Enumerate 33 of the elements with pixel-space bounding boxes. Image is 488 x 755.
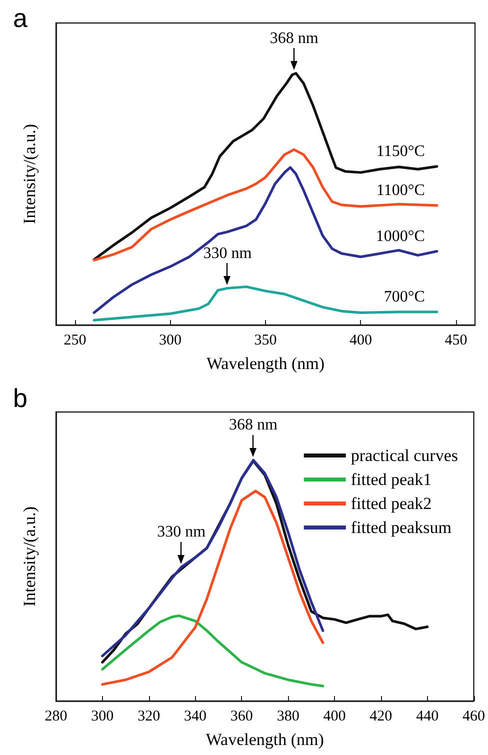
series-label: 1000°C: [376, 228, 425, 245]
annotation: 330 nm: [203, 244, 252, 262]
series-label: 700°C: [384, 288, 425, 306]
x-tick-label: 450: [444, 332, 468, 348]
x-tick-label: 360: [230, 708, 253, 724]
x-tick-label: 300: [91, 708, 114, 724]
legend-label: fitted peaksum: [350, 518, 452, 537]
x-axis-title: Wavelength (nm): [206, 730, 324, 749]
x-tick-label: 420: [370, 708, 392, 724]
x-tick-label: 400: [349, 332, 372, 348]
x-tick-label: 350: [254, 332, 277, 348]
legend-label: fitted peak1: [350, 470, 432, 489]
x-tick-label: 380: [276, 708, 300, 724]
series-label: 1100°C: [376, 182, 425, 199]
annotation: 368 nm: [270, 30, 319, 47]
x-tick-label: 280: [44, 708, 68, 724]
annotation: 368 nm: [229, 416, 278, 434]
chart-title: b: [13, 383, 28, 413]
legend-label: fitted peak2: [350, 494, 432, 513]
x-tick-label: 440: [416, 708, 439, 724]
annotation: 330 nm: [157, 524, 206, 541]
y-axis-title: Intensity/(a.u.): [20, 506, 39, 607]
x-tick-label: 340: [184, 708, 206, 724]
series-label: 1150°C: [376, 142, 425, 160]
x-tick-label: 320: [138, 708, 160, 724]
x-tick-label: 250: [64, 332, 86, 348]
y-axis-title: Intensity/(a.u.): [20, 124, 39, 224]
x-tick-label: 400: [323, 708, 346, 724]
x-axis-title: Wavelength (nm): [206, 354, 325, 373]
x-tick-label: 300: [159, 332, 182, 348]
chart-title: a: [13, 3, 28, 33]
x-tick-label: 460: [462, 708, 485, 724]
legend-label: practical curves: [350, 446, 458, 465]
